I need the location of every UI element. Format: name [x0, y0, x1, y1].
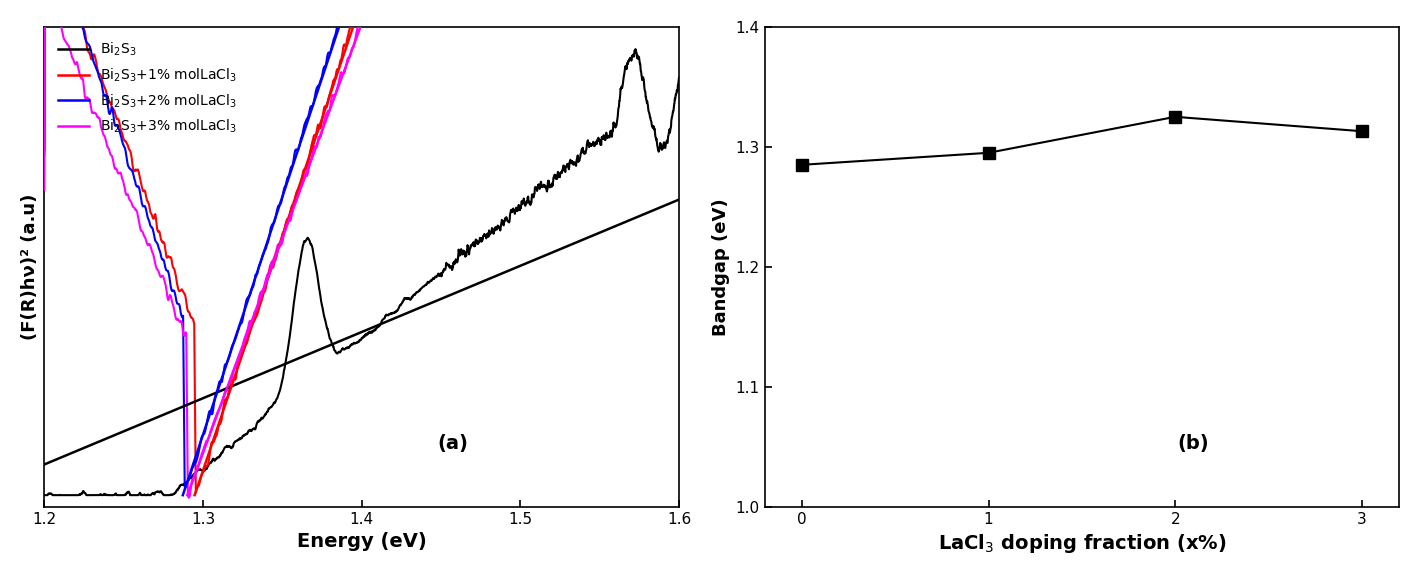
Legend: Bi$_2$S$_3$, Bi$_2$S$_3$+1% molLaCl$_3$, Bi$_2$S$_3$+2% molLaCl$_3$, Bi$_2$S$_3$: Bi$_2$S$_3$, Bi$_2$S$_3$+1% molLaCl$_3$,… — [51, 34, 244, 142]
Y-axis label: (F(R)hν)² (a.u): (F(R)hν)² (a.u) — [21, 194, 38, 340]
Text: (b): (b) — [1177, 434, 1208, 453]
X-axis label: LaCl$_3$ doping fraction (x%): LaCl$_3$ doping fraction (x%) — [937, 532, 1227, 555]
Y-axis label: Bandgap (eV): Bandgap (eV) — [711, 198, 730, 336]
Text: (a): (a) — [437, 434, 469, 453]
X-axis label: Energy (eV): Energy (eV) — [297, 532, 426, 551]
